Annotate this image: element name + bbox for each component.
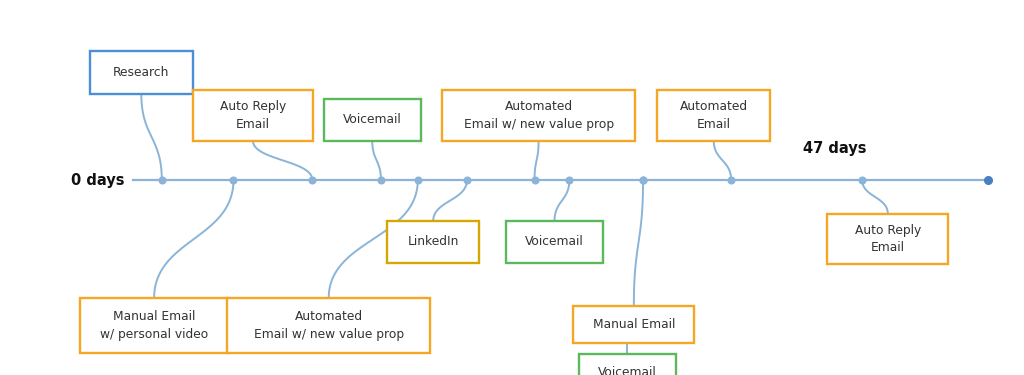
FancyBboxPatch shape [324,99,421,141]
FancyBboxPatch shape [80,298,228,352]
FancyBboxPatch shape [227,298,430,352]
FancyBboxPatch shape [573,306,694,343]
Text: Auto Reply
Email: Auto Reply Email [855,224,921,254]
FancyBboxPatch shape [442,90,635,141]
FancyBboxPatch shape [90,51,193,94]
Text: Automated
Email: Automated Email [680,100,748,130]
FancyBboxPatch shape [827,214,948,264]
Text: LinkedIn: LinkedIn [408,236,459,248]
Text: Manual Email
w/ personal video: Manual Email w/ personal video [100,310,208,340]
FancyBboxPatch shape [387,221,479,262]
Text: Voicemail: Voicemail [343,114,401,126]
Text: Research: Research [113,66,170,79]
Text: 0 days: 0 days [72,172,125,188]
Text: Manual Email: Manual Email [593,318,675,331]
Text: Voicemail: Voicemail [598,366,656,375]
Text: Auto Reply
Email: Auto Reply Email [220,100,286,130]
Text: 47 days: 47 days [803,141,866,156]
Text: Automated
Email w/ new value prop: Automated Email w/ new value prop [464,100,613,130]
FancyBboxPatch shape [193,90,313,141]
FancyBboxPatch shape [506,221,603,262]
Text: Voicemail: Voicemail [525,236,584,248]
FancyBboxPatch shape [657,90,770,141]
FancyBboxPatch shape [579,354,676,375]
Text: Automated
Email w/ new value prop: Automated Email w/ new value prop [254,310,403,340]
